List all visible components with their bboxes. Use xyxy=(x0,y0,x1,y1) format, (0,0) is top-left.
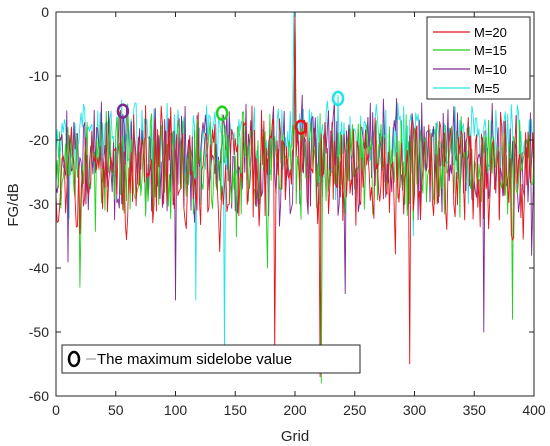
annotation-marker-icon xyxy=(67,350,81,368)
x-tick-label: 50 xyxy=(108,402,124,418)
y-tick-label: -60 xyxy=(29,388,49,404)
legend-label-m10: M=10 xyxy=(474,62,507,77)
x-tick-label: 300 xyxy=(403,402,427,418)
legend-label-m20: M=20 xyxy=(474,25,507,40)
y-axis-title: FG/dB xyxy=(5,183,22,226)
max-sidelobe-marker xyxy=(215,105,229,121)
y-tick-label: -30 xyxy=(29,196,49,212)
tick-layer: 0 50 100 150 200 250 300 350 400 0 -10 -20 -30 -40 -50… xyxy=(29,4,546,418)
x-tick-label: 100 xyxy=(164,402,188,418)
annotation-box: The maximum sidelobe value xyxy=(61,344,361,374)
legend: M=20 M=15 M=10 M=5 xyxy=(426,16,531,100)
legend-label-m5: M=5 xyxy=(474,81,500,96)
y-tick-label: 0 xyxy=(41,4,49,20)
series-line-m5 xyxy=(55,11,535,359)
y-tick-label: -40 xyxy=(29,260,49,276)
annotation-frame xyxy=(61,344,361,374)
x-tick-label: 250 xyxy=(343,402,367,418)
x-tick-label: 200 xyxy=(283,402,307,418)
max-sidelobe-marker xyxy=(116,103,130,119)
y-tick-label: -50 xyxy=(29,324,49,340)
legend-label-m15: M=15 xyxy=(474,43,507,58)
y-tick-label: -20 xyxy=(29,132,49,148)
x-tick-label: 350 xyxy=(463,402,487,418)
max-sidelobe-marker xyxy=(331,90,345,107)
y-tick-label: -10 xyxy=(29,68,49,84)
marker-layer xyxy=(116,90,345,135)
annotation-label: The maximum sidelobe value xyxy=(97,351,292,368)
x-tick-label: 0 xyxy=(52,402,60,418)
max-sidelobe-marker xyxy=(294,119,308,135)
x-tick-label: 400 xyxy=(522,402,546,418)
x-axis-title: Grid xyxy=(281,428,309,445)
legend-box xyxy=(426,16,531,100)
x-tick-label: 150 xyxy=(224,402,248,418)
